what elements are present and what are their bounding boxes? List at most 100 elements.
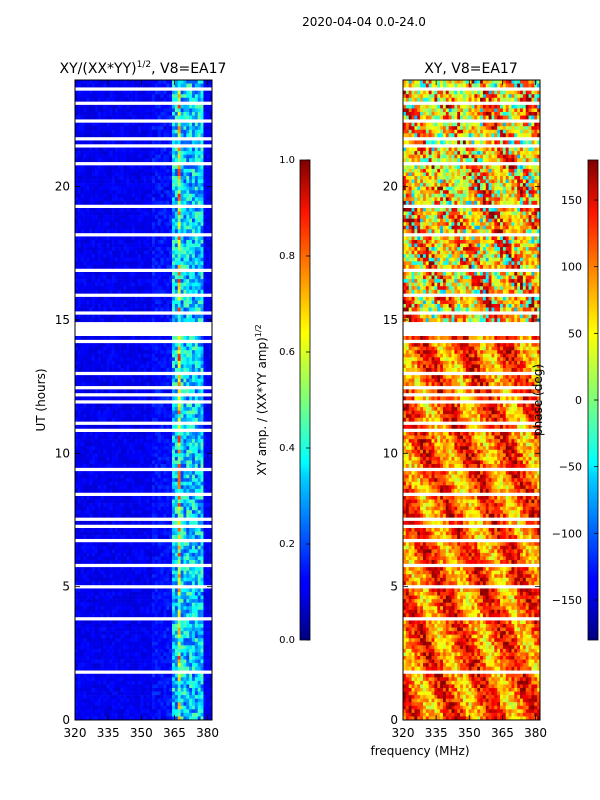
amplitude-cell xyxy=(137,243,141,248)
amplitude-cell xyxy=(106,478,110,483)
amplitude-cell xyxy=(186,503,190,507)
amplitude-cell xyxy=(129,126,133,131)
amplitude-cell xyxy=(112,531,116,536)
amplitude-cell xyxy=(137,449,141,454)
amplitude-cell xyxy=(154,183,159,187)
amplitude-cell xyxy=(163,193,167,198)
amplitude-cell xyxy=(132,446,136,451)
amplitude-cell xyxy=(86,360,90,365)
amplitude-cell xyxy=(194,282,199,287)
amplitude-cell xyxy=(109,168,113,173)
amplitude-cell xyxy=(197,417,201,422)
amplitude-cell xyxy=(183,254,187,259)
amplitude-cell xyxy=(106,264,110,269)
amplitude-cell xyxy=(92,389,96,394)
amplitude-cell xyxy=(137,520,141,525)
amplitude-cell xyxy=(126,179,130,184)
amplitude-cell xyxy=(132,417,136,422)
amplitude-cell xyxy=(149,176,153,180)
amplitude-cell xyxy=(77,272,81,276)
amplitude-cell xyxy=(106,403,110,408)
amplitude-cell xyxy=(114,282,119,287)
amplitude-cell xyxy=(94,375,99,379)
amplitude-cell xyxy=(209,531,212,536)
amplitude-cell xyxy=(143,190,147,195)
amplitude-cell xyxy=(106,122,110,127)
amplitude-cell xyxy=(197,126,201,131)
amplitude-cell xyxy=(177,225,181,230)
amplitude-cell xyxy=(194,304,199,308)
amplitude-cell xyxy=(197,197,201,202)
amplitude-cell xyxy=(169,304,173,308)
amplitude-cell xyxy=(157,254,161,259)
amplitude-cell xyxy=(189,424,193,429)
amplitude-cell xyxy=(146,535,150,539)
amplitude-cell xyxy=(114,439,119,443)
amplitude-cell xyxy=(123,257,127,262)
amplitude-cell xyxy=(146,296,150,301)
amplitude-cell xyxy=(112,215,116,219)
amplitude-cell xyxy=(197,115,201,120)
amplitude-cell xyxy=(189,531,193,536)
amplitude-cell xyxy=(134,336,139,340)
amplitude-cell xyxy=(180,222,184,227)
amplitude-cell xyxy=(146,165,150,170)
amplitude-cell xyxy=(174,112,179,116)
amplitude-cell xyxy=(169,503,173,507)
amplitude-cell xyxy=(94,122,99,127)
amplitude-cell xyxy=(137,289,141,294)
amplitude-cell xyxy=(166,449,170,454)
amplitude-cell xyxy=(163,261,167,266)
amplitude-cell xyxy=(92,229,96,234)
amplitude-cell xyxy=(154,272,159,276)
amplitude-cell xyxy=(80,528,84,532)
amplitude-cell xyxy=(140,179,144,184)
amplitude-cell xyxy=(83,318,87,323)
amplitude-cell xyxy=(129,424,133,429)
amplitude-cell xyxy=(177,446,181,451)
amplitude-cell xyxy=(132,439,136,443)
amplitude-cell xyxy=(183,496,187,500)
amplitude-cell xyxy=(186,80,190,84)
amplitude-cell xyxy=(154,378,159,383)
amplitude-cell xyxy=(100,300,104,305)
amplitude-cell xyxy=(169,122,173,127)
amplitude-cell xyxy=(83,531,87,536)
amplitude-cell xyxy=(114,222,119,227)
amplitude-cell xyxy=(157,499,161,504)
amplitude-cell xyxy=(146,346,150,351)
amplitude-cell xyxy=(180,254,184,259)
amplitude-cell xyxy=(100,296,104,301)
amplitude-cell xyxy=(129,442,133,447)
amplitude-cell xyxy=(166,183,170,187)
amplitude-cell xyxy=(137,115,141,120)
amplitude-cell xyxy=(172,193,176,198)
amplitude-cell xyxy=(92,442,96,447)
amplitude-cell xyxy=(86,225,90,230)
amplitude-cell xyxy=(77,478,81,483)
amplitude-cell xyxy=(186,83,190,88)
amplitude-cell xyxy=(77,83,81,88)
amplitude-cell xyxy=(166,151,170,155)
amplitude-cell xyxy=(86,488,90,493)
amplitude-cell xyxy=(197,343,201,347)
amplitude-cell xyxy=(129,190,133,195)
amplitude-cell xyxy=(186,364,190,369)
amplitude-cell xyxy=(209,200,212,205)
amplitude-cell xyxy=(149,215,153,219)
amplitude-cell xyxy=(94,471,99,475)
amplitude-cell xyxy=(180,453,184,458)
amplitude-cell xyxy=(160,449,164,454)
amplitude-cell xyxy=(103,193,107,198)
amplitude-cell xyxy=(174,90,179,95)
amplitude-cell xyxy=(149,389,153,394)
amplitude-cell xyxy=(120,300,124,305)
amplitude-cell xyxy=(169,318,173,323)
amplitude-cell xyxy=(186,112,190,116)
amplitude-cell xyxy=(149,190,153,195)
amplitude-cell xyxy=(172,140,176,145)
amplitude-cell xyxy=(89,375,93,379)
amplitude-cell xyxy=(174,240,179,244)
amplitude-cell xyxy=(152,389,156,394)
amplitude-cell xyxy=(86,193,90,198)
